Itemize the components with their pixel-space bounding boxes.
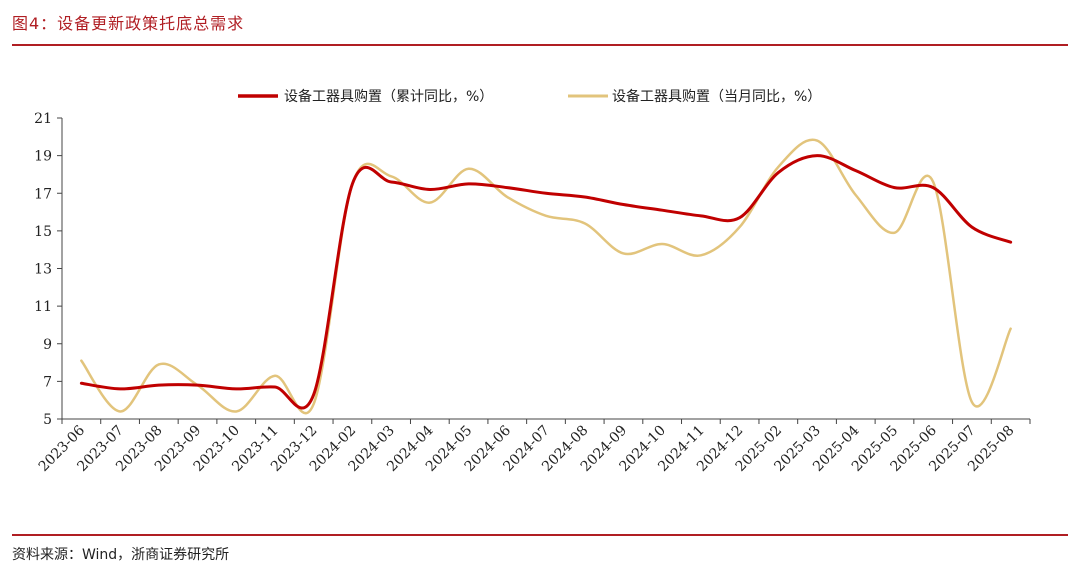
y-tick-label: 15 <box>34 224 52 240</box>
series-line-monthly <box>80 138 1012 415</box>
top-divider <box>12 44 1068 46</box>
y-tick-label: 7 <box>43 374 52 390</box>
y-tick-label: 19 <box>34 149 52 165</box>
legend-label: 设备工器具购置（累计同比，%） <box>284 88 493 105</box>
y-tick-label: 21 <box>34 111 52 127</box>
series-line-cumulative <box>79 154 1013 410</box>
y-tick-label: 17 <box>34 186 52 202</box>
y-tick-label: 5 <box>43 412 52 428</box>
legend-label: 设备工器具购置（当月同比，%） <box>612 88 821 105</box>
y-tick-label: 13 <box>34 262 52 278</box>
y-tick-label: 11 <box>34 299 52 315</box>
source-note: 资料来源：Wind，浙商证券研究所 <box>12 547 230 563</box>
figure-title: 图4：设备更新政策托底总需求 <box>12 14 245 33</box>
y-tick-label: 9 <box>43 337 52 353</box>
bottom-divider <box>12 534 1068 536</box>
